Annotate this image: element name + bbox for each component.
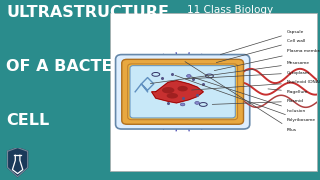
Text: Cell wall: Cell wall <box>216 39 305 63</box>
Ellipse shape <box>180 103 185 106</box>
Ellipse shape <box>195 102 199 104</box>
Text: NEET: NEET <box>235 72 265 82</box>
Text: Botany: Botany <box>229 41 270 51</box>
Text: Flagellum: Flagellum <box>268 89 308 94</box>
Text: ULTRASTRUCTURE: ULTRASTRUCTURE <box>6 5 169 20</box>
FancyBboxPatch shape <box>128 64 237 120</box>
Ellipse shape <box>187 75 191 77</box>
Text: Inclusion: Inclusion <box>191 77 306 113</box>
Text: Capsule: Capsule <box>220 30 304 55</box>
Text: OF A BACTERIAL: OF A BACTERIAL <box>6 59 154 74</box>
FancyBboxPatch shape <box>116 55 250 129</box>
Polygon shape <box>152 81 203 103</box>
Text: Plasmid: Plasmid <box>212 99 304 104</box>
Text: Cytoplasm: Cytoplasm <box>185 71 310 79</box>
FancyBboxPatch shape <box>122 59 244 124</box>
Text: Plasma membrane: Plasma membrane <box>214 49 320 71</box>
Ellipse shape <box>178 86 188 91</box>
Text: Polyribosome: Polyribosome <box>175 75 316 122</box>
Text: 11 Class Biology: 11 Class Biology <box>187 5 274 15</box>
Ellipse shape <box>162 87 174 93</box>
Text: Mesosome: Mesosome <box>150 61 310 84</box>
FancyBboxPatch shape <box>110 13 317 171</box>
Polygon shape <box>8 148 28 177</box>
Text: Nucleoid (DNA): Nucleoid (DNA) <box>192 80 320 90</box>
FancyBboxPatch shape <box>130 66 235 118</box>
Text: Pilus: Pilus <box>185 62 297 132</box>
Text: CELL: CELL <box>6 113 50 128</box>
Ellipse shape <box>167 93 178 98</box>
